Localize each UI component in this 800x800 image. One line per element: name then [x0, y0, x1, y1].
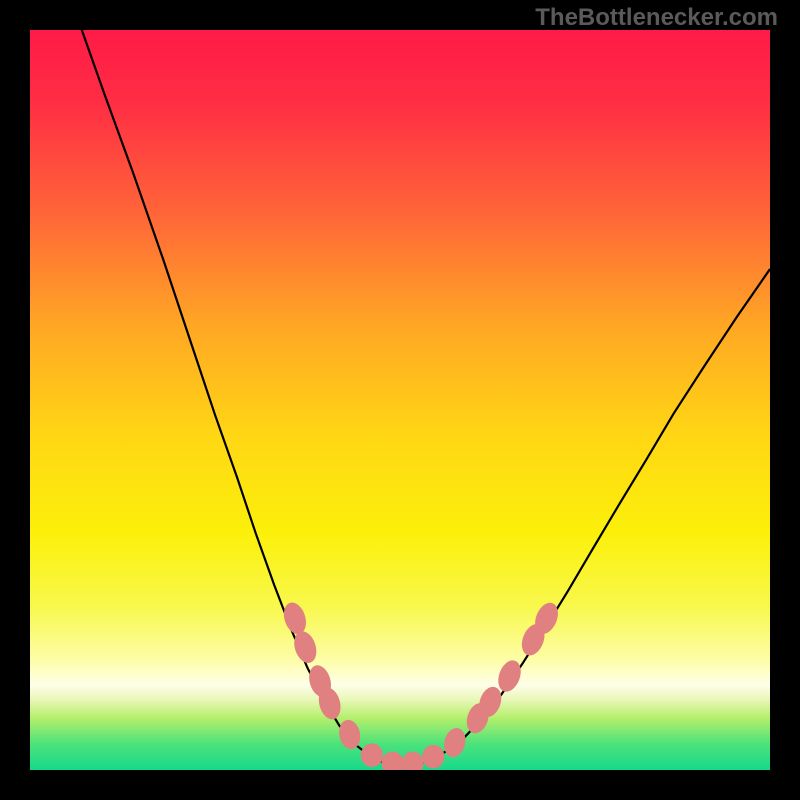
chart-container: TheBottlenecker.com [0, 0, 800, 800]
plot-area [30, 30, 770, 770]
gradient-background [30, 30, 770, 770]
watermark-text: TheBottlenecker.com [535, 4, 778, 32]
